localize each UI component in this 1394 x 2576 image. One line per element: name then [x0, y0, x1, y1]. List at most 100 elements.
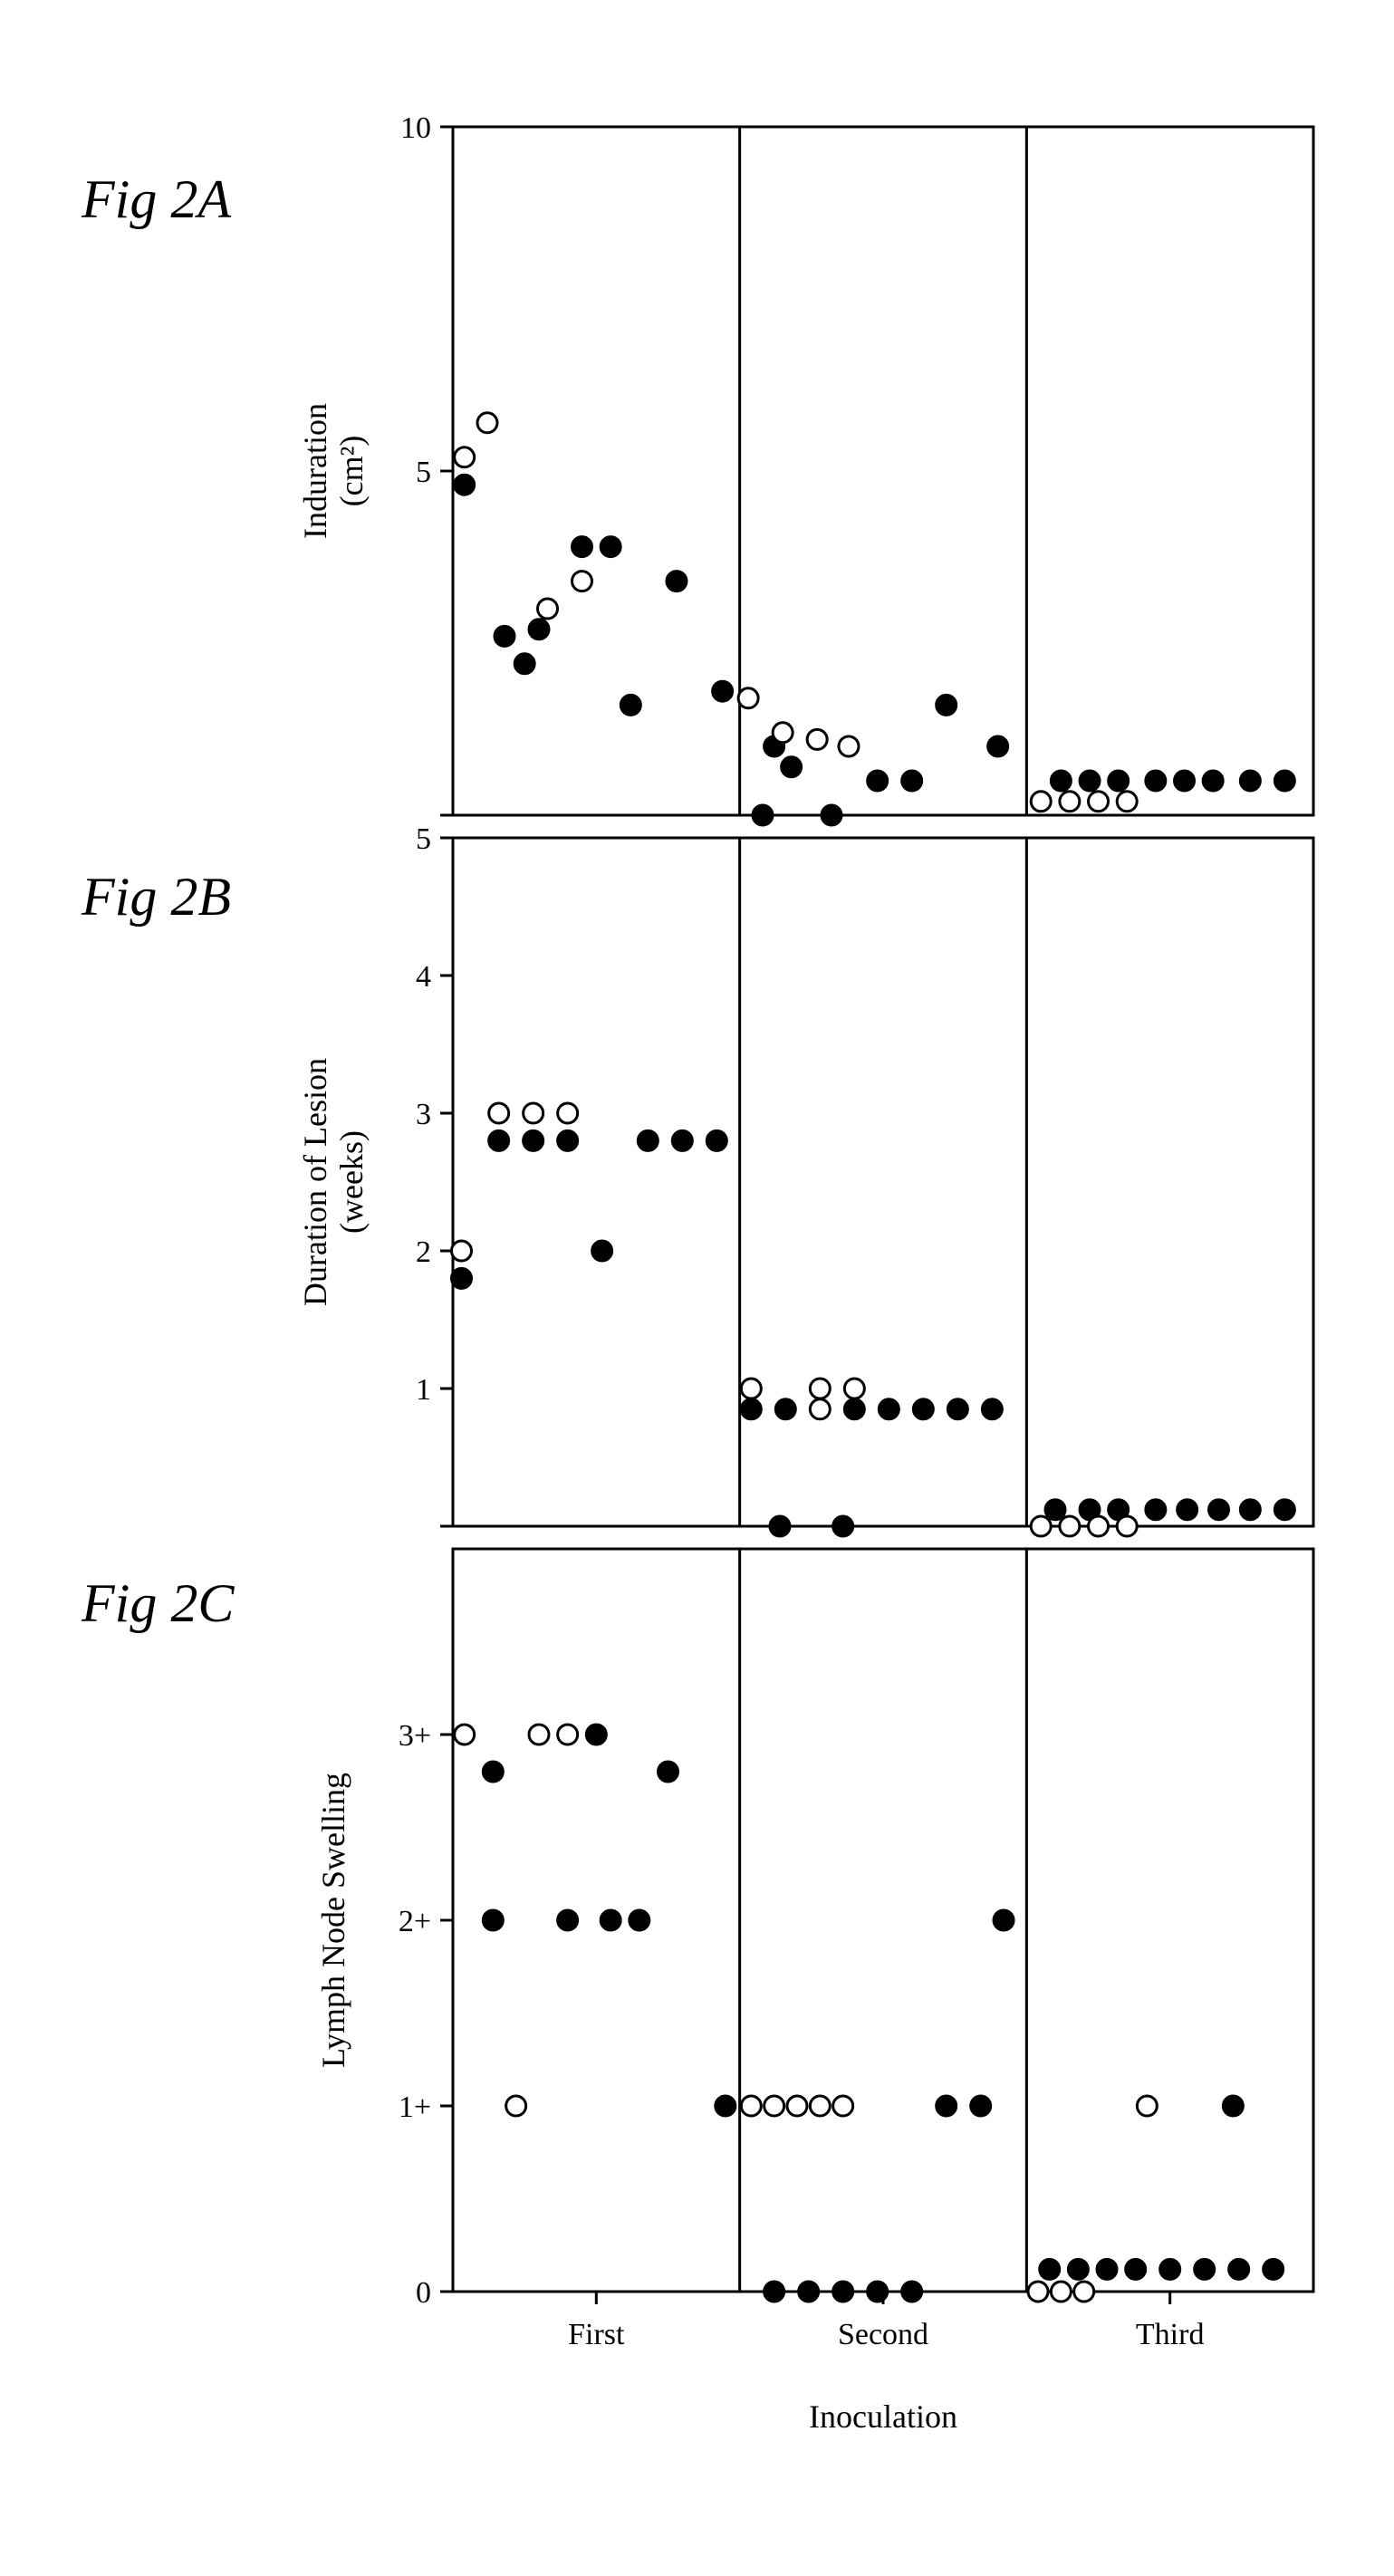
panel-B-yticklabel: 1	[416, 1373, 431, 1407]
panel-B-point	[1209, 1500, 1229, 1520]
panel-C-ylabel-line: Lymph Node Swelling	[315, 1773, 351, 2068]
panel-C-point	[1051, 2282, 1071, 2302]
panel-B-frame	[453, 838, 1313, 1526]
panel-A-point	[1060, 792, 1080, 812]
panel-B-point	[558, 1130, 578, 1150]
panel-A-yticklabel: 10	[400, 111, 431, 145]
panel-B-point	[879, 1399, 899, 1419]
panel-A-point	[807, 729, 827, 749]
panel-C-point	[1126, 2259, 1146, 2279]
panel-C-point	[833, 2282, 853, 2302]
panel-A-point	[514, 654, 534, 674]
panel-B-point	[741, 1399, 761, 1419]
panel-C-point	[483, 1910, 503, 1930]
panel-B-hand-label: Fig 2B	[81, 867, 231, 927]
panel-A-point	[455, 475, 475, 495]
panel-A-point	[1109, 771, 1129, 791]
panel-B-point	[810, 1399, 830, 1419]
panel-C-yticklabel: 3+	[399, 1719, 431, 1753]
panel-A-point	[477, 413, 497, 433]
scatter-panels-svg: 510Induration(cm²)Fig 2A12345Duration of…	[18, 18, 1394, 2558]
panel-A-point	[1117, 792, 1137, 812]
panel-A-point	[1274, 771, 1294, 791]
panel-C-point	[994, 1910, 1014, 1930]
panel-A-point	[822, 805, 841, 825]
panel-A-point	[601, 537, 620, 557]
panel-A-frame	[453, 127, 1313, 815]
panel-A-point	[773, 723, 793, 743]
panel-B-point	[1031, 1516, 1051, 1536]
panel-B-point	[524, 1130, 543, 1150]
panel-B-point	[489, 1103, 509, 1123]
panel-A-point	[572, 537, 591, 557]
panel-C-point	[558, 1725, 578, 1745]
panel-B-point	[489, 1130, 509, 1150]
panel-B-point	[451, 1268, 471, 1288]
panel-B-point	[833, 1516, 853, 1536]
panel-C-point	[455, 1725, 475, 1745]
panel-C-point	[529, 1725, 549, 1745]
panel-C-point	[1264, 2259, 1283, 2279]
xaxis-category-label: Second	[838, 2318, 928, 2351]
panel-B-point	[810, 1379, 830, 1399]
panel-B-point	[707, 1130, 726, 1150]
panel-B-point	[947, 1399, 967, 1419]
panel-C-point	[483, 1762, 503, 1782]
panel-C-point	[937, 2096, 957, 2116]
panel-B-point	[592, 1241, 612, 1261]
panel-C-point	[1160, 2259, 1180, 2279]
panel-B-ylabel-line: (weeks)	[333, 1130, 370, 1234]
panel-A-point	[988, 736, 1008, 756]
panel-A-point	[667, 572, 687, 591]
panel-B-point	[524, 1103, 543, 1123]
panel-B-point	[638, 1130, 658, 1150]
panel-C-point	[799, 2282, 819, 2302]
panel-C-point	[1028, 2282, 1048, 2302]
panel-A-point	[1080, 771, 1100, 791]
panel-C-frame	[453, 1549, 1313, 2292]
panel-A-point	[572, 572, 591, 591]
panel-C-point	[764, 2282, 784, 2302]
panel-B-ylabel-line: Duration of Lesion	[297, 1058, 333, 1306]
panel-B-point	[741, 1379, 761, 1399]
panel-C-point	[506, 2096, 526, 2116]
panel-A-point	[713, 681, 733, 701]
panel-B-point	[913, 1399, 933, 1419]
panel-C-point	[810, 2096, 830, 2116]
panel-A-point	[902, 771, 922, 791]
panel-C-point	[764, 2096, 784, 2116]
panel-B-yticklabel: 4	[416, 960, 431, 994]
panel-B-yticklabel: 5	[416, 822, 431, 856]
panel-A-point	[1240, 771, 1260, 791]
panel-A-point	[738, 688, 758, 708]
xaxis-category-label: First	[568, 2318, 625, 2351]
panel-B-point	[1060, 1516, 1080, 1536]
panel-C-point	[558, 1910, 578, 1930]
panel-A-ylabel-group: Induration(cm²)	[297, 403, 370, 539]
panel-A-point	[1051, 771, 1071, 791]
panel-B-point	[1178, 1500, 1197, 1520]
panel-A-point	[529, 620, 549, 639]
panel-A-point	[1031, 792, 1051, 812]
panel-A-point	[1175, 771, 1195, 791]
panel-C-point	[902, 2282, 922, 2302]
panel-C-point	[586, 1725, 606, 1745]
panel-A-point	[937, 695, 957, 715]
panel-A-ylabel-line: (cm²)	[333, 436, 370, 507]
panel-C-point	[741, 2096, 761, 2116]
panel-B-point	[558, 1103, 578, 1123]
panel-A-point	[1089, 792, 1109, 812]
panel-A-point	[620, 695, 640, 715]
xaxis-title: Inoculation	[809, 2398, 957, 2435]
panel-C-point	[1137, 2096, 1157, 2116]
panel-A-point	[839, 736, 859, 756]
panel-B-yticklabel: 3	[416, 1098, 431, 1131]
panel-B-point	[1117, 1516, 1137, 1536]
panel-C-point	[1074, 2282, 1094, 2302]
panel-C-point	[971, 2096, 991, 2116]
panel-C-point	[1068, 2259, 1088, 2279]
panel-A-ylabel-line: Induration	[297, 403, 333, 539]
panel-C-yticklabel: 0	[416, 2276, 431, 2310]
panel-A-point	[1203, 771, 1223, 791]
panel-C-point	[787, 2096, 807, 2116]
